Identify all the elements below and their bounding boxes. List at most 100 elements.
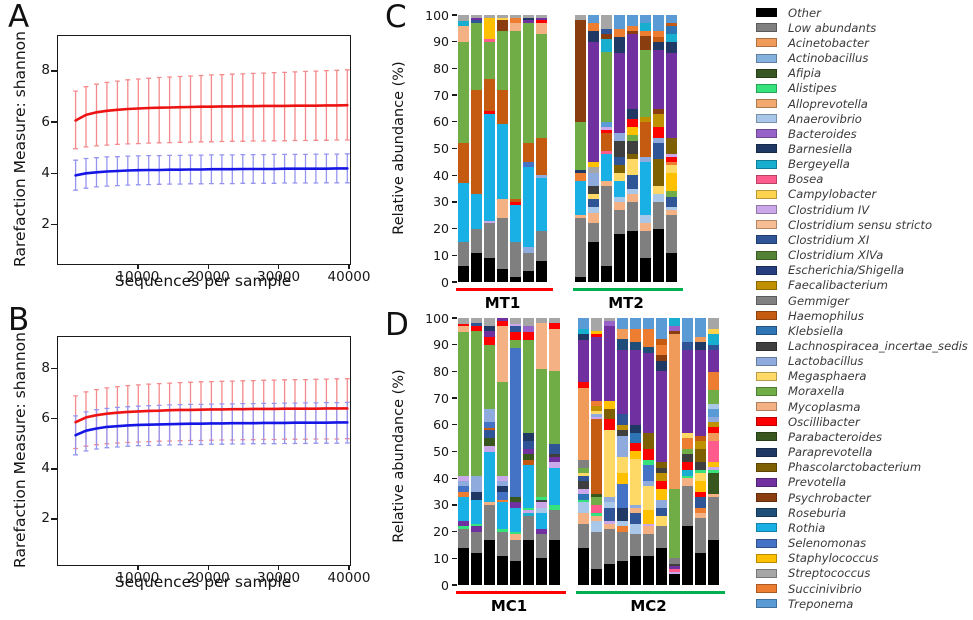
bar-segment (471, 331, 482, 476)
bar-segment (497, 382, 508, 476)
bar-segment (669, 326, 680, 332)
y-tick-mark (452, 174, 457, 176)
bar-segment (604, 320, 615, 326)
bar-segment (640, 121, 651, 157)
bar-segment (617, 435, 628, 457)
bar-segment (536, 175, 547, 178)
bar-segment (666, 33, 677, 42)
bar-segment (510, 534, 521, 540)
bar-segment (497, 475, 508, 481)
bar-segment (614, 52, 625, 133)
bar-segment (536, 499, 547, 503)
bar-segment (643, 318, 654, 329)
bar-segment (643, 347, 654, 353)
legend-label: Faecalibacterium (788, 278, 888, 293)
bar-segment (497, 268, 508, 282)
bar-segment (695, 448, 706, 463)
bar-segment (510, 326, 521, 332)
bar-segment (630, 523, 641, 535)
bar-segment (510, 502, 521, 508)
bar-segment (666, 137, 677, 154)
legend-item: Lactobacillus (756, 354, 971, 369)
legend-item: Bacteroides (756, 126, 971, 141)
panel-c-y-axis-label: Relative abundance (%) (391, 61, 407, 235)
bar-segment (682, 438, 693, 450)
bar-segment (653, 201, 664, 229)
bar-segment (614, 196, 625, 202)
legend-item: Acinetobacter (756, 35, 971, 50)
bar-segment (682, 449, 693, 455)
bar-segment (630, 432, 641, 444)
bar-segment (591, 334, 602, 337)
y-tick-mark (51, 417, 57, 420)
bar-segment (484, 430, 495, 439)
stacked-bar (549, 318, 560, 585)
y-tick-mark (452, 317, 457, 319)
group-label-MT2: MT2 (608, 294, 644, 312)
bar-segment (643, 486, 654, 511)
legend-label: Low abundants (788, 20, 877, 35)
bar-segment (640, 31, 651, 37)
bar-segment (523, 464, 534, 508)
bar-segment (627, 127, 638, 136)
stacked-bar (536, 14, 547, 282)
bar-segment (669, 574, 680, 585)
stacked-bar (695, 318, 706, 585)
bar-segment (458, 41, 469, 144)
bar-segment (630, 504, 641, 508)
bar-segment (604, 520, 615, 524)
panel-b-letter: B (8, 302, 30, 338)
y-tick-label: 70 (433, 390, 449, 406)
legend-color-swatch (756, 523, 777, 533)
bar-segment (614, 15, 625, 29)
bar-segment (656, 499, 667, 508)
legend-color-swatch (756, 538, 777, 548)
bar-segment (588, 23, 599, 32)
bar-segment (627, 159, 638, 176)
panel-d-bars (458, 317, 728, 585)
bar-segment (614, 36, 625, 53)
bar-segment (458, 323, 469, 327)
group-label-MC2: MC2 (630, 597, 667, 615)
y-tick-mark (452, 121, 457, 123)
bar-segment (536, 260, 547, 282)
bar-segment (604, 496, 615, 503)
bar-segment (682, 318, 693, 343)
legend-label: Clostridium XI (788, 232, 870, 247)
bar-segment (617, 526, 628, 532)
bar-segment (617, 472, 628, 484)
x-tick-label: 20000 (186, 269, 230, 285)
legend-color-swatch (756, 189, 777, 199)
bar-segment (536, 529, 547, 535)
bar-segment (708, 422, 719, 428)
bar-segment (653, 143, 664, 160)
bar-segment (666, 153, 677, 157)
bar-segment (484, 336, 495, 345)
bar-segment (510, 539, 521, 561)
x-tick-label: 20000 (186, 570, 230, 586)
bar-segment (695, 342, 706, 351)
bar-segment (484, 220, 495, 224)
legend-label: Bergeyella (788, 157, 850, 172)
legend-item: Mycoplasma (756, 399, 971, 414)
y-tick-mark (452, 201, 457, 203)
group-underline-MT2 (573, 288, 683, 292)
bar-segment (536, 502, 547, 508)
bar-segment (458, 528, 469, 548)
bar-segment (695, 462, 706, 471)
panel-d-y-axis-label: Relative abundance (%) (391, 369, 407, 543)
bar-segment (588, 199, 599, 208)
bar-segment (682, 454, 693, 463)
legend-color-swatch (756, 584, 777, 594)
bar-segment (617, 328, 628, 340)
bar-segment (523, 459, 534, 465)
legend-item: Other (756, 5, 971, 20)
bar-segment (617, 414, 628, 425)
bar-segment (484, 14, 495, 18)
stacked-bar (643, 318, 654, 585)
y-tick-mark (452, 254, 457, 256)
bar-segment (588, 223, 599, 242)
bar-segment (708, 328, 719, 335)
bar-segment (484, 408, 495, 423)
